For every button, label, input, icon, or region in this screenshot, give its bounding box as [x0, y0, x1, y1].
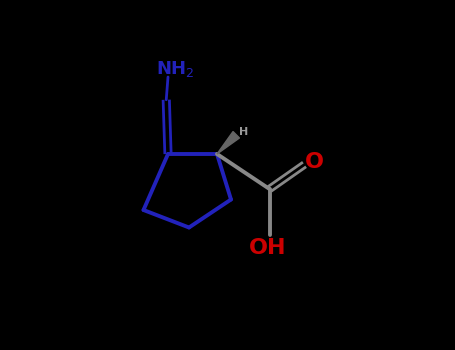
Text: NH$_2$: NH$_2$ — [156, 59, 194, 79]
Text: O: O — [305, 152, 324, 172]
Text: H: H — [239, 127, 248, 137]
Polygon shape — [217, 132, 239, 154]
Text: OH: OH — [249, 238, 287, 258]
